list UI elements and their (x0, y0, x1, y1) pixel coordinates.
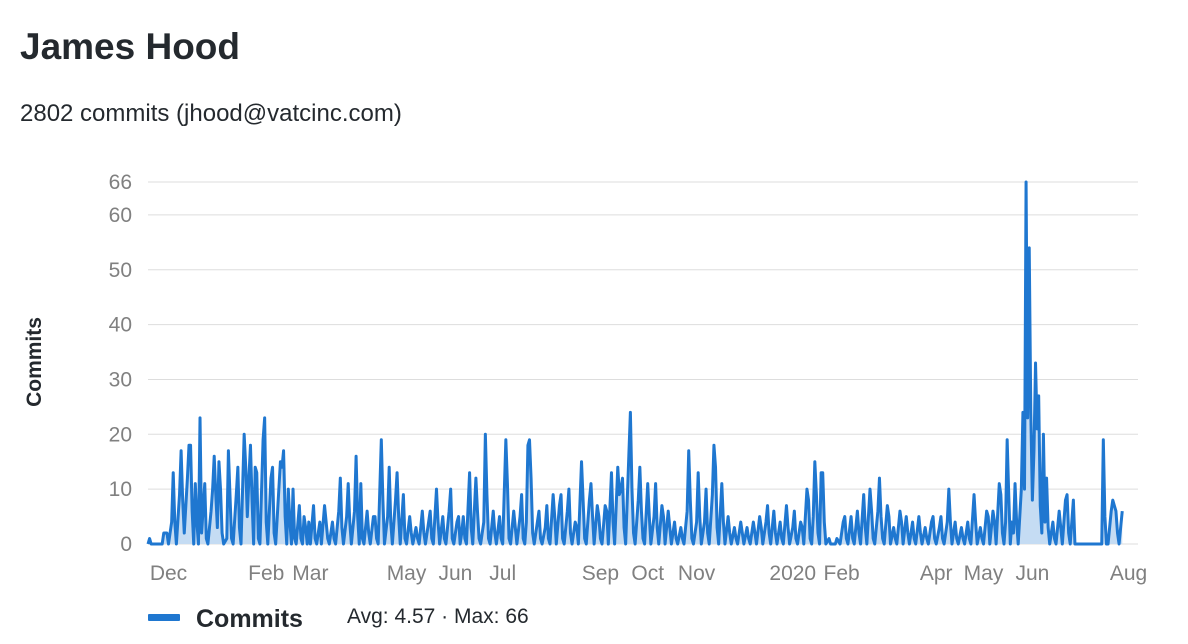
y-axis-ticks: 0 10 20 30 40 50 60 66 (109, 171, 132, 556)
x-tick-label: Sep (582, 562, 619, 585)
grid-lines (148, 181, 1138, 545)
y-tick-label: 40 (109, 314, 132, 337)
x-tick-label: Aug (1110, 562, 1147, 585)
x-tick-label: Jun (438, 562, 472, 585)
commits-line (146, 180, 1124, 546)
y-tick-label: 10 (109, 478, 132, 501)
y-tick-label: 0 (120, 533, 132, 556)
x-tick-label: Nov (678, 562, 716, 585)
legend[interactable]: Commits (148, 605, 303, 633)
y-tick-label: 30 (109, 368, 132, 391)
x-tick-label: Jul (489, 562, 516, 585)
commit-summary: 2802 commits (jhood@vatcinc.com) (20, 100, 402, 127)
y-tick-label: 50 (109, 259, 132, 282)
y-tick-label: 20 (109, 423, 132, 446)
x-tick-label: Feb (248, 562, 284, 585)
x-tick-label: Dec (150, 562, 187, 585)
x-tick-label: Apr (920, 562, 953, 585)
y-tick-label: 60 (109, 204, 132, 227)
x-tick-label: 2020 (769, 562, 816, 585)
y-tick-label: 66 (109, 171, 132, 194)
legend-label[interactable]: Commits (196, 605, 303, 633)
page-title: James Hood (20, 26, 241, 67)
legend-swatch[interactable] (148, 614, 180, 621)
commits-area (148, 182, 1123, 544)
x-axis-ticks: Dec Feb Mar May Jun Jul Sep Oct Nov 2020 Feb Apr May… (150, 562, 1147, 585)
legend-stats: Avg: 4.57 · Max: 66 (347, 605, 529, 628)
x-tick-label: Jun (1015, 562, 1049, 585)
x-tick-label: May (964, 562, 1004, 585)
x-tick-label: Mar (292, 562, 328, 585)
x-tick-label: Oct (631, 562, 664, 585)
x-tick-label: May (387, 562, 427, 585)
y-axis-title: Commits (23, 317, 46, 407)
x-tick-label: Feb (824, 562, 860, 585)
